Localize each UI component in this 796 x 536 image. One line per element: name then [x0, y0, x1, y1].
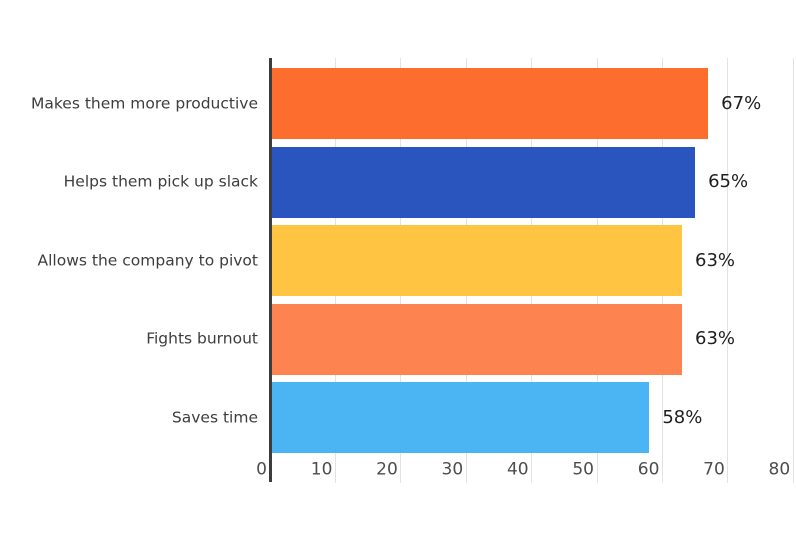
- category-label: Saves time: [171, 408, 258, 427]
- x-axis-tick-label: 30: [441, 459, 464, 480]
- x-axis-tick-label: 10: [310, 459, 333, 480]
- bar-allows-the-company-to-pivot[interactable]: [271, 225, 683, 297]
- x-axis-tick-label: 40: [506, 459, 529, 480]
- bar-helps-them-pick-up-slack[interactable]: [271, 146, 696, 218]
- x-axis-tick-label: 50: [572, 459, 594, 480]
- x-gridline: [792, 58, 794, 483]
- value-label: 63%: [695, 249, 736, 271]
- category-label: Allows the company to pivot: [37, 250, 258, 269]
- bar-fights-burnout[interactable]: [271, 303, 683, 375]
- y-axis-line: [268, 58, 272, 482]
- bar-makes-them-more-productive[interactable]: [271, 68, 709, 139]
- x-axis-tick-label: 80: [768, 459, 791, 480]
- value-label: 65%: [708, 171, 749, 193]
- x-axis-tick-label: 70: [703, 459, 725, 480]
- category-label: Helps them pick up slack: [63, 172, 258, 191]
- value-label: 63%: [695, 328, 736, 350]
- value-label: 58%: [662, 406, 703, 428]
- category-label: Fights burnout: [146, 329, 258, 348]
- category-label: Makes them more productive: [30, 93, 258, 112]
- value-label: 67%: [721, 92, 762, 114]
- x-axis-tick-label: 0: [256, 459, 267, 480]
- bar-saves-time[interactable]: [271, 382, 650, 454]
- x-axis-tick-label: 20: [376, 459, 398, 480]
- x-axis-tick-label: 60: [637, 459, 660, 480]
- x-gridline: [727, 58, 729, 483]
